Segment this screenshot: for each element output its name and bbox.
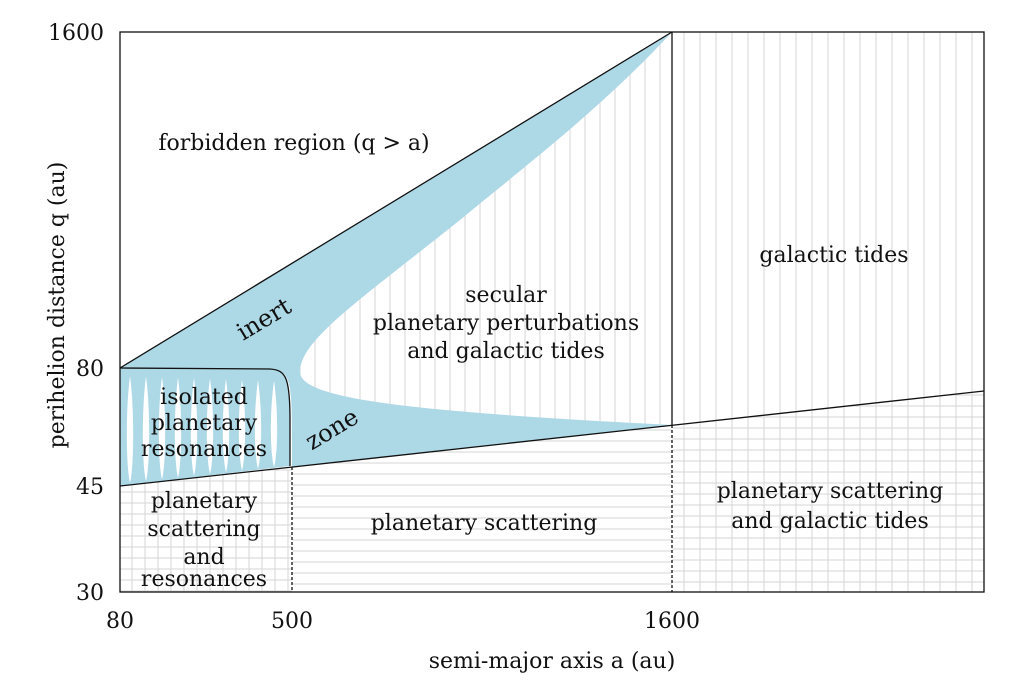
isolated-label-line-2: planetary	[151, 411, 258, 436]
galactic-region-hatching	[683, 32, 973, 425]
forbidden-region-label: forbidden region (q > a)	[158, 131, 429, 156]
x-axis-ticks: 80 500 1600	[106, 609, 700, 634]
secular-label-line-1: secular	[465, 283, 547, 308]
resonance-lobe	[270, 380, 278, 468]
resonance-boundary-curve	[119, 367, 291, 466]
resonance-lobe	[142, 376, 150, 482]
isolated-resonances-label: isolated planetary resonances	[141, 385, 267, 462]
scatter-res-line-4: resonances	[141, 567, 267, 592]
scatter-res-line-1: planetary	[151, 489, 258, 514]
diagonal-boundary	[119, 31, 673, 369]
isolated-label-line-1: isolated	[160, 385, 248, 410]
y-tick-1600: 1600	[48, 21, 104, 46]
inert-zone-region	[120, 32, 672, 467]
resonance-lobe	[254, 380, 262, 469]
secular-label-line-3: and galactic tides	[407, 339, 605, 364]
resonance-lobe	[190, 378, 198, 476]
y-tick-80: 80	[76, 357, 104, 382]
scatter-resonances-label: planetary scattering and resonances	[141, 489, 267, 592]
resonance-lobes	[126, 376, 278, 483]
scatter-galactic-label: planetary scattering and galactic tides	[717, 479, 944, 534]
galactic-tides-label: galactic tides	[759, 243, 908, 268]
lower-boundary	[119, 390, 985, 487]
x-tick-500: 500	[271, 609, 313, 634]
scatter-gal-line-1: planetary scattering	[717, 479, 944, 504]
secular-label-line-2: planetary perturbations	[373, 311, 639, 336]
x-tick-1600: 1600	[644, 609, 700, 634]
y-axis-title: perihelion distance q (au)	[45, 162, 70, 449]
resonance-lobe	[126, 376, 134, 483]
resonance-lobe	[174, 377, 182, 478]
scatter-gal-line-2: and galactic tides	[731, 509, 929, 534]
x-axis-title: semi-major axis a (au)	[429, 649, 676, 674]
scatter-res-line-3: and	[183, 545, 224, 570]
planetary-scattering-label: planetary scattering	[371, 511, 598, 536]
boundaries	[119, 31, 985, 593]
scatter-res-line-2: scattering	[147, 517, 260, 542]
isolated-label-line-3: resonances	[141, 437, 267, 462]
y-tick-45: 45	[76, 475, 104, 500]
y-tick-30: 30	[76, 581, 104, 606]
resonance-lobe	[222, 379, 230, 473]
y-axis-ticks: 1600 80 45 30	[48, 21, 104, 606]
plot-frame	[119, 31, 985, 593]
x-tick-80: 80	[106, 609, 134, 634]
resonance-lobe	[238, 379, 246, 471]
resonance-lobe	[158, 377, 166, 480]
resonance-lobe	[206, 378, 214, 475]
secular-label: secular planetary perturbations and gala…	[373, 283, 639, 364]
